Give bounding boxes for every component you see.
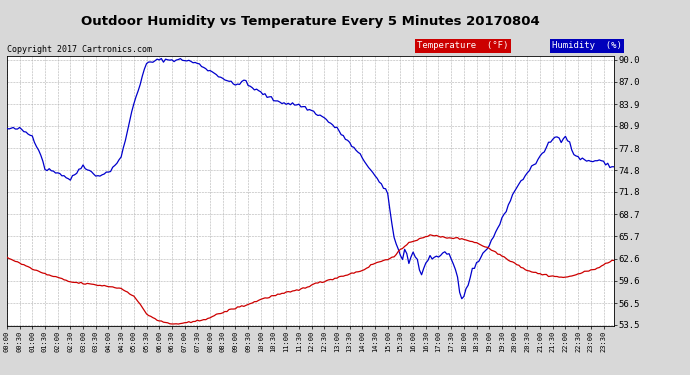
Text: Humidity  (%): Humidity (%) [552, 41, 622, 50]
Text: Outdoor Humidity vs Temperature Every 5 Minutes 20170804: Outdoor Humidity vs Temperature Every 5 … [81, 15, 540, 28]
Text: Temperature  (°F): Temperature (°F) [417, 41, 509, 50]
Text: Copyright 2017 Cartronics.com: Copyright 2017 Cartronics.com [7, 45, 152, 54]
